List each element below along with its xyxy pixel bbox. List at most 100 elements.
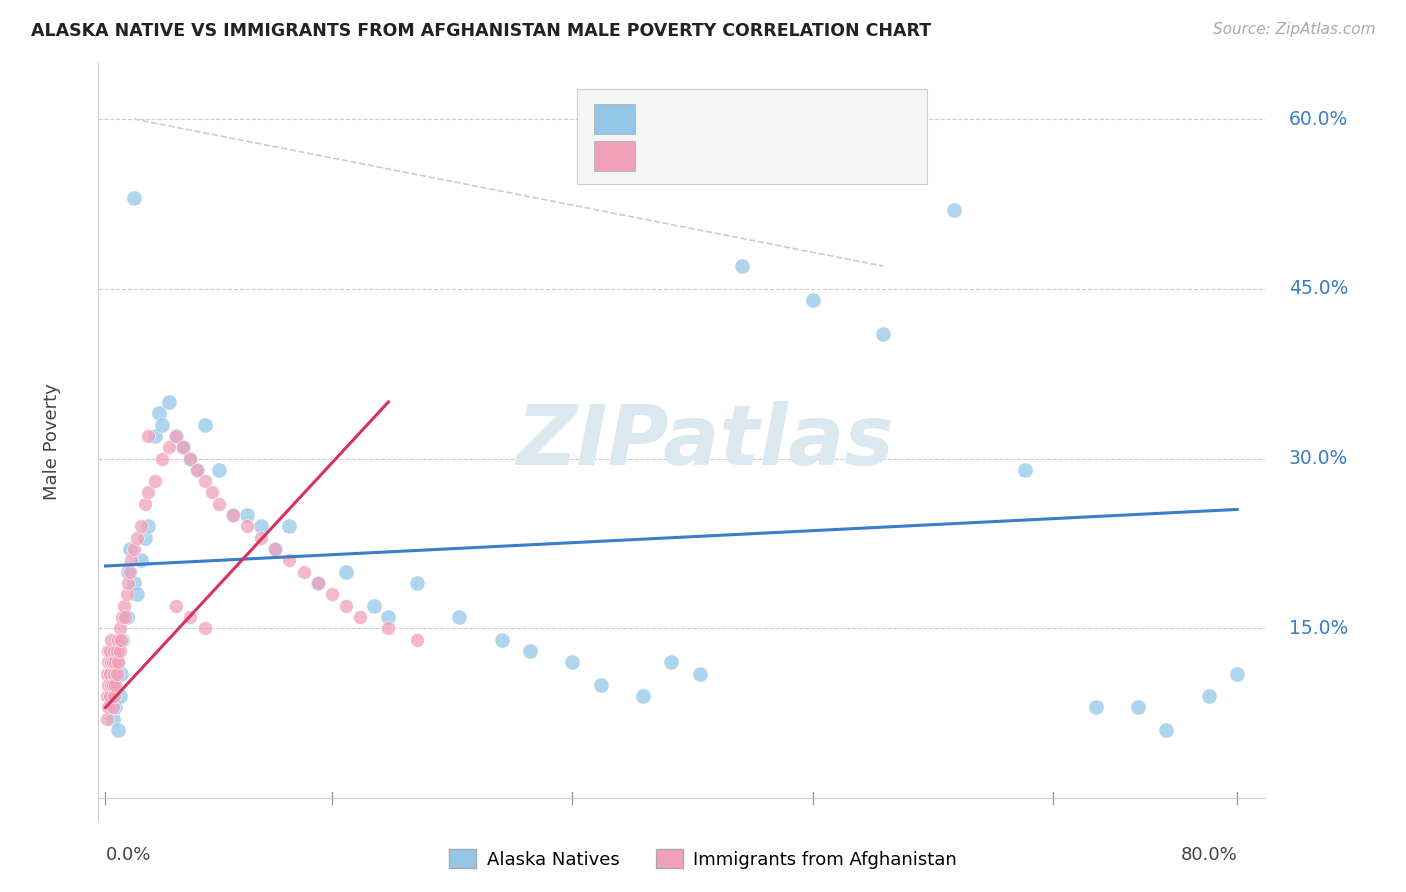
Point: [150, 417, 173, 432]
Point: [208, 463, 231, 477]
Point: [118, 542, 141, 557]
Point: [631, 689, 654, 703]
Point: [118, 565, 141, 579]
Point: [98, 689, 121, 703]
Point: [100, 655, 122, 669]
Point: [1084, 700, 1107, 714]
Point: [157, 395, 180, 409]
Point: [165, 429, 187, 443]
Point: [134, 497, 156, 511]
Point: [98, 666, 121, 681]
Point: [101, 712, 124, 726]
Point: [103, 644, 125, 658]
Point: [1226, 666, 1249, 681]
Point: [222, 508, 245, 522]
Point: [172, 440, 194, 454]
Point: [193, 621, 215, 635]
Point: [250, 519, 273, 533]
Point: [449, 610, 471, 624]
Point: [110, 666, 132, 681]
Point: [872, 326, 894, 341]
Text: ZIPatlas: ZIPatlas: [516, 401, 894, 482]
Point: [114, 610, 136, 624]
Point: [200, 485, 222, 500]
Text: 0.0%: 0.0%: [105, 846, 150, 863]
Point: [589, 678, 612, 692]
Point: [150, 451, 173, 466]
Point: [107, 655, 129, 669]
Point: [105, 644, 128, 658]
Point: [250, 531, 273, 545]
Point: [97, 655, 120, 669]
Point: [307, 576, 329, 591]
Point: [97, 700, 120, 714]
Point: [278, 519, 301, 533]
Point: [491, 632, 513, 647]
Point: [125, 587, 148, 601]
Point: [115, 587, 138, 601]
Point: [115, 610, 138, 624]
Point: [193, 474, 215, 488]
Point: [101, 655, 124, 669]
Point: [134, 531, 156, 545]
Point: [1126, 700, 1149, 714]
Point: [97, 678, 120, 692]
Text: R = 0.051   N = 55: R = 0.051 N = 55: [647, 110, 825, 128]
Point: [122, 576, 145, 591]
Point: [107, 723, 129, 738]
Point: [98, 644, 121, 658]
Point: [236, 519, 259, 533]
Point: [405, 576, 427, 591]
Point: [1014, 463, 1036, 477]
Point: [179, 610, 201, 624]
Point: [129, 519, 152, 533]
Text: Source: ZipAtlas.com: Source: ZipAtlas.com: [1212, 22, 1375, 37]
Point: [179, 451, 201, 466]
Point: [278, 553, 301, 567]
Text: 45.0%: 45.0%: [1289, 279, 1348, 298]
Point: [107, 632, 129, 647]
Point: [377, 610, 399, 624]
Point: [97, 644, 120, 658]
Point: [561, 655, 583, 669]
Point: [104, 655, 127, 669]
Point: [101, 700, 124, 714]
Point: [108, 621, 131, 635]
Point: [108, 689, 131, 703]
Point: [208, 497, 231, 511]
Text: ALASKA NATIVE VS IMMIGRANTS FROM AFGHANISTAN MALE POVERTY CORRELATION CHART: ALASKA NATIVE VS IMMIGRANTS FROM AFGHANI…: [31, 22, 931, 40]
Point: [143, 429, 166, 443]
Point: [100, 678, 122, 692]
Point: [100, 632, 122, 647]
Point: [105, 666, 128, 681]
Point: [105, 655, 128, 669]
Point: [193, 417, 215, 432]
Point: [111, 632, 134, 647]
Point: [110, 632, 132, 647]
Legend: Alaska Natives, Immigrants from Afghanistan: Alaska Natives, Immigrants from Afghanis…: [441, 842, 965, 876]
Point: [335, 565, 357, 579]
FancyBboxPatch shape: [595, 141, 636, 171]
Point: [101, 678, 124, 692]
Text: Male Poverty: Male Poverty: [42, 384, 60, 500]
Text: 60.0%: 60.0%: [1289, 110, 1348, 128]
Point: [321, 587, 343, 601]
Text: 80.0%: 80.0%: [1181, 846, 1237, 863]
Point: [117, 576, 139, 591]
Point: [111, 610, 134, 624]
Point: [103, 689, 125, 703]
Point: [236, 508, 259, 522]
Point: [122, 191, 145, 205]
Point: [731, 259, 754, 273]
Point: [659, 655, 682, 669]
Point: [335, 599, 357, 613]
Point: [186, 463, 208, 477]
Point: [112, 599, 135, 613]
Point: [264, 542, 287, 557]
Point: [148, 406, 170, 420]
Point: [96, 666, 118, 681]
Point: [117, 565, 139, 579]
Point: [172, 440, 194, 454]
Point: [136, 429, 159, 443]
Text: 15.0%: 15.0%: [1289, 619, 1348, 638]
